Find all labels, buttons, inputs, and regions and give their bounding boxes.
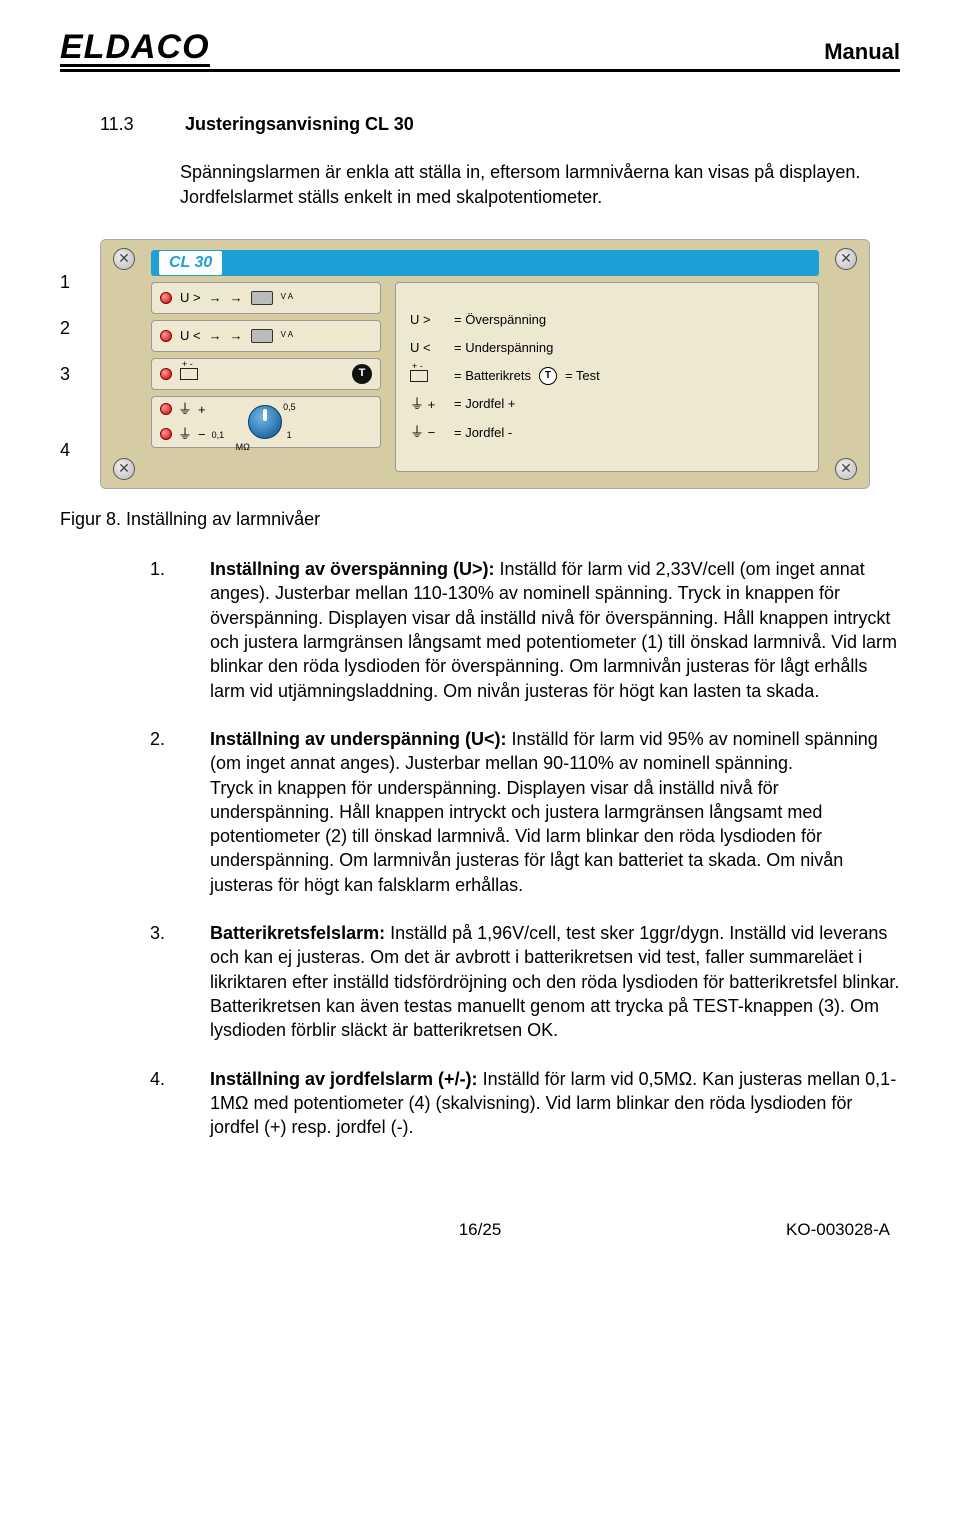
ground-icon: ⏚	[410, 396, 424, 412]
legend-row: ⏚ + = Jordfel +	[410, 395, 804, 414]
item-number: 4.	[150, 1067, 165, 1091]
legend-row: = Batterikrets T = Test	[410, 367, 804, 385]
legend-row: ⏚ − = Jordfel -	[410, 423, 804, 442]
diagram-wrap: 1 2 3 4 ✕ ✕ ✕ ✕ CL 30 U > → → V A	[60, 239, 900, 489]
pot-max: 1	[287, 429, 292, 441]
instructions-list: 1. Inställning av överspänning (U>): Ins…	[150, 557, 900, 1139]
arrow-icon: →	[230, 289, 243, 307]
legend-text: = Batterikrets	[454, 367, 531, 385]
instruction-item: 1. Inställning av överspänning (U>): Ins…	[150, 557, 900, 703]
item-number: 3.	[150, 921, 165, 945]
screw-icon: ✕	[835, 248, 857, 270]
intro-paragraph: Spänningslarmen är enkla att ställa in, …	[180, 160, 900, 209]
section-heading: Justeringsanvisning CL 30	[185, 114, 414, 134]
row-label: U >	[180, 289, 201, 307]
arrow-icon: →	[230, 327, 243, 345]
screw-icon: ✕	[113, 458, 135, 480]
row-overvoltage: U > → → V A	[151, 282, 381, 314]
legend-sym: U >	[410, 311, 446, 329]
legend-sym: U <	[410, 339, 446, 357]
arrow-icon: →	[209, 327, 222, 345]
led-icon	[160, 330, 172, 342]
row-groundfault: ⏚ + ⏚ − 0,1 0,5 1 MΩ	[151, 396, 381, 448]
panel-body: U > → → V A U < → → V A	[151, 282, 819, 472]
controls-column: U > → → V A U < → → V A	[151, 282, 381, 472]
instruction-item: 2. Inställning av underspänning (U<): In…	[150, 727, 900, 897]
led-icon	[160, 428, 172, 440]
item-lead: Inställning av jordfelslarm (+/-):	[210, 1069, 478, 1089]
legend-row: U < = Underspänning	[410, 339, 804, 357]
item-body: Inställd för larm vid 2,33V/cell (om ing…	[210, 559, 897, 700]
legend-text: = Test	[565, 367, 600, 385]
figure-caption: Figur 8. Inställning av larmnivåer	[60, 507, 900, 531]
legend-row: U > = Överspänning	[410, 311, 804, 329]
callout-4: 4	[60, 438, 100, 474]
display-icon	[251, 329, 273, 343]
instruction-item: 4. Inställning av jordfelslarm (+/-): In…	[150, 1067, 900, 1140]
disp-unit: V A	[281, 292, 293, 303]
row-battery: T	[151, 358, 381, 390]
plus-label: +	[198, 401, 206, 419]
page-number: 16/25	[459, 1219, 502, 1242]
callout-2: 2	[60, 316, 100, 352]
ground-plus-icon: ⏚	[178, 400, 192, 419]
legend-box: U > = Överspänning U < = Underspänning =…	[395, 282, 819, 472]
screw-icon: ✕	[835, 458, 857, 480]
item-lead: Inställning av överspänning (U>):	[210, 559, 495, 579]
ground-icon: ⏚	[410, 424, 424, 440]
display-icon	[251, 291, 273, 305]
callout-numbers: 1 2 3 4	[60, 249, 100, 479]
battery-icon	[410, 370, 428, 382]
instruction-item: 3. Batterikretsfelslarm: Inställd på 1,9…	[150, 921, 900, 1042]
test-icon: T	[539, 367, 557, 385]
pot-mid: 0,5	[283, 401, 296, 413]
row-undervoltage: U < → → V A	[151, 320, 381, 352]
panel-title-bar: CL 30	[151, 250, 819, 276]
item-lead: Batterikretsfelslarm:	[210, 923, 385, 943]
doc-id: KO-003028-A	[786, 1219, 890, 1242]
page-header: ELDACO Manual	[60, 30, 900, 72]
disp-unit: V A	[281, 330, 293, 341]
arrow-icon: →	[209, 289, 222, 307]
legend-text: = Jordfel -	[454, 424, 512, 442]
screw-icon: ✕	[113, 248, 135, 270]
footer: 16/25 KO-003028-A	[60, 1219, 900, 1242]
cl30-panel: ✕ ✕ ✕ ✕ CL 30 U > → → V A U < →	[100, 239, 870, 489]
pot-min: 0,1	[212, 429, 225, 441]
item-body: Inställd för larm vid 95% av nominell sp…	[210, 729, 878, 895]
callout-3: 3	[60, 362, 100, 398]
potentiometer[interactable]	[248, 405, 282, 439]
minus-label: −	[198, 426, 206, 444]
row-label: U <	[180, 327, 201, 345]
led-icon	[160, 403, 172, 415]
item-number: 1.	[150, 557, 165, 581]
callout-1: 1	[60, 270, 100, 306]
battery-icon	[180, 368, 198, 380]
logo: ELDACO	[60, 30, 210, 67]
led-icon	[160, 368, 172, 380]
section-number: 11.3	[100, 112, 180, 136]
manual-label: Manual	[824, 37, 900, 67]
legend-text: = Underspänning	[454, 339, 553, 357]
ground-minus-icon: ⏚	[178, 425, 192, 444]
legend-text: = Överspänning	[454, 311, 546, 329]
pot-unit: MΩ	[236, 441, 250, 453]
panel-title: CL 30	[159, 251, 222, 275]
item-lead: Inställning av underspänning (U<):	[210, 729, 507, 749]
item-number: 2.	[150, 727, 165, 751]
test-button[interactable]: T	[352, 364, 372, 384]
led-icon	[160, 292, 172, 304]
section-title: 11.3 Justeringsanvisning CL 30	[100, 112, 900, 136]
legend-text: = Jordfel +	[454, 395, 515, 413]
